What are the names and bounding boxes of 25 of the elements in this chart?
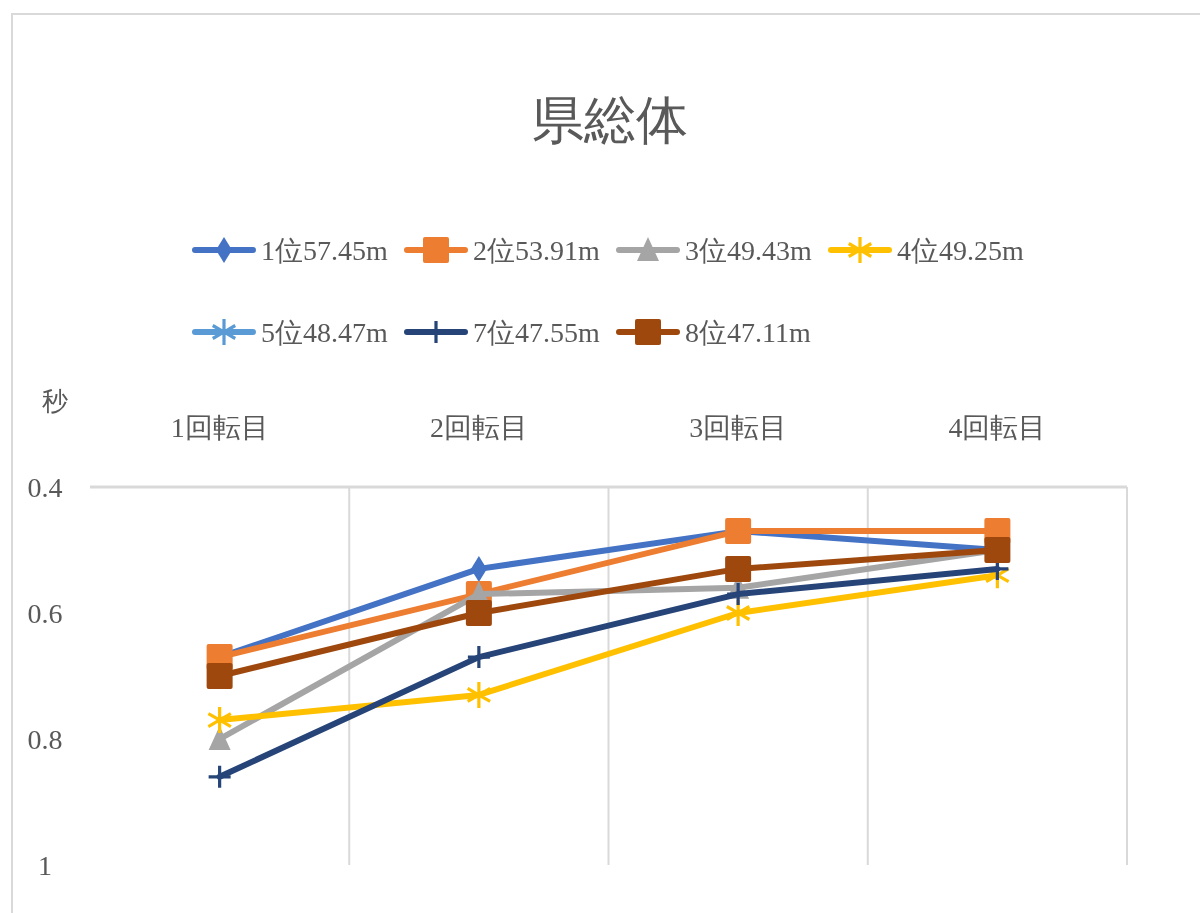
x-tick-label: 4回転目 [948,412,1047,443]
legend-label: 3位49.43m [685,235,812,266]
y-tick-label: 0.8 [27,724,63,755]
legend-label: 1位57.45m [261,235,388,266]
legend-label: 4位49.25m [897,235,1024,266]
point [725,555,752,582]
point [206,663,233,689]
point [467,646,490,669]
x-tick-label: 3回転目 [689,412,788,443]
x-tick-label: 1回転目 [170,412,269,443]
point [725,518,752,545]
y-tick-label: 0.6 [27,598,63,629]
point [466,681,491,708]
point [465,600,492,626]
legend-label: 8位47.11m [685,317,811,348]
x-tick-label: 2回転目 [429,412,528,443]
y-tick-label: 1 [38,850,52,881]
y-axis-title: 秒 [42,387,68,416]
point [207,707,232,734]
legend-label: 7位47.55m [473,317,600,348]
legend-label: 2位53.91m [473,235,600,266]
point [208,765,231,788]
legend-label: 5位48.47m [261,317,388,348]
title: 県総体 [532,92,688,149]
y-tick-label: 0.4 [27,472,63,503]
